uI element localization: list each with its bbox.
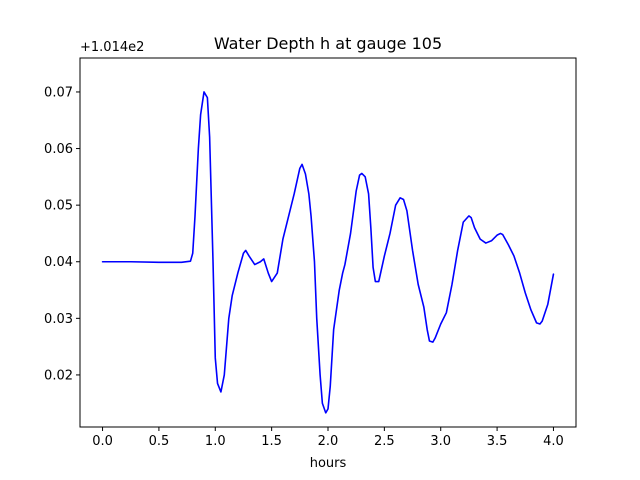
plot-area-background [80, 58, 576, 427]
x-tick-label: 3.0 [430, 434, 451, 449]
x-tick-label: 2.0 [318, 434, 339, 449]
y-tick-label: 0.02 [44, 368, 73, 383]
y-tick-label: 0.03 [44, 312, 73, 327]
x-tick-label: 1.5 [261, 434, 282, 449]
y-tick-label: 0.05 [44, 199, 73, 214]
series-line-0 [101, 91, 555, 414]
x-tick-label: 4.0 [543, 434, 564, 449]
y-tick-label: 0.06 [44, 142, 73, 157]
x-tick-label: 0.0 [92, 434, 113, 449]
y-axis-ticks: 0.02 0.03 0.04 0.05 0.06 0.07 [44, 85, 80, 383]
x-axis-label: hours [310, 456, 347, 471]
x-axis-ticks: 0.0 0.5 1.0 1.5 2.0 2.5 3.0 3.5 4.0 [92, 427, 564, 449]
y-tick-label: 0.07 [44, 85, 73, 100]
x-tick-label: 1.0 [205, 434, 226, 449]
chart-title: Water Depth h at gauge 105 [214, 34, 442, 53]
x-tick-label: 3.5 [487, 434, 508, 449]
x-tick-label: 2.5 [374, 434, 395, 449]
series-layer [101, 91, 555, 414]
plot-frame [79, 57, 577, 428]
x-tick-label: 0.5 [149, 434, 170, 449]
y-tick-label: 0.04 [44, 255, 73, 270]
y-offset-label: +1.014e2 [80, 40, 144, 55]
